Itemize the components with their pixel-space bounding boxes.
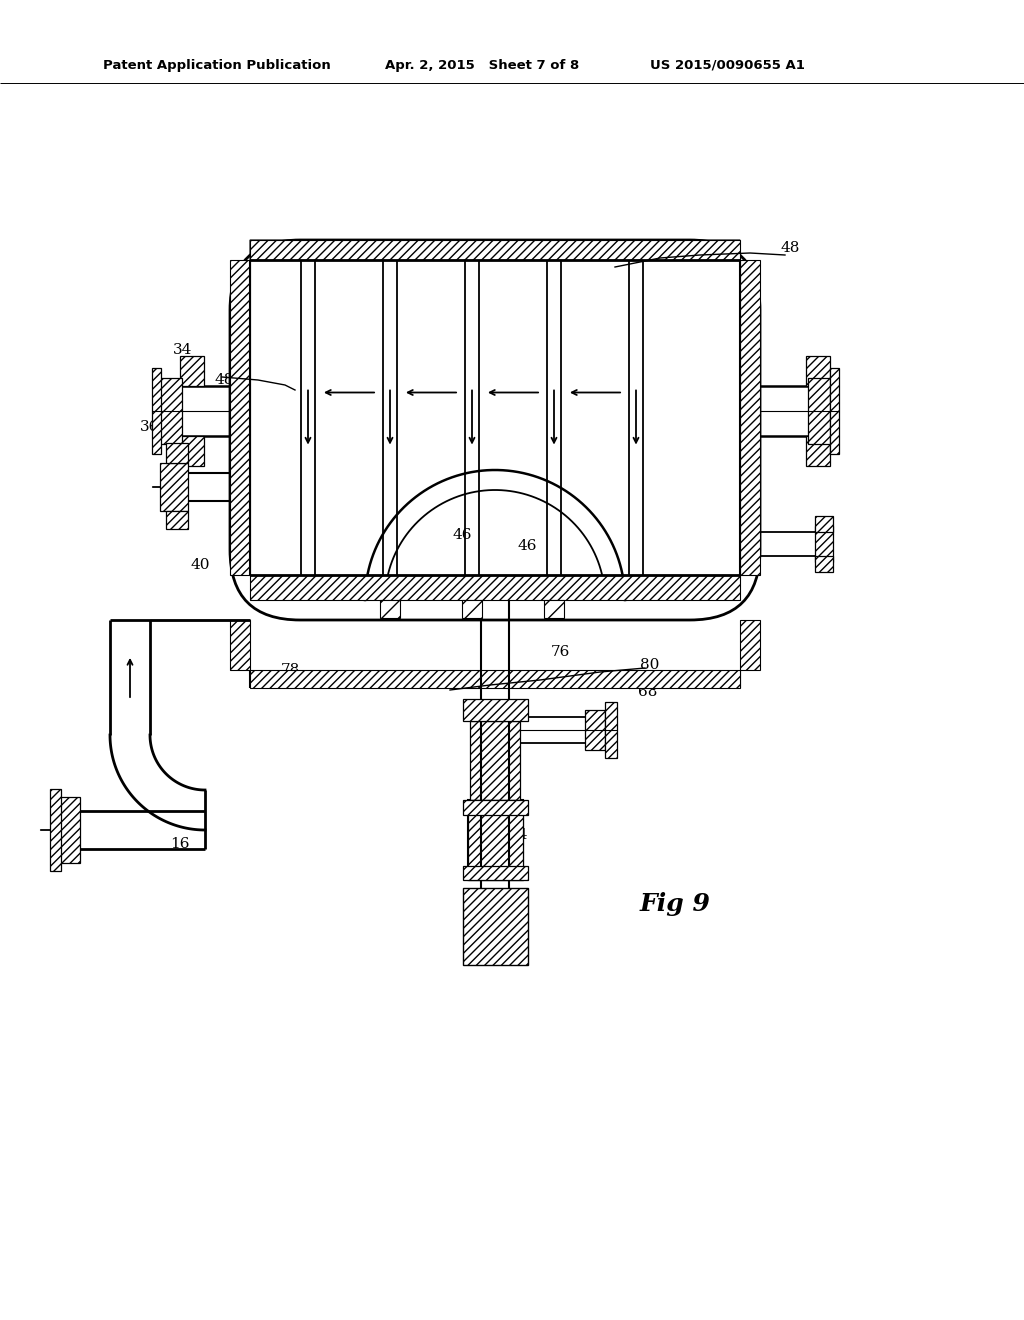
Bar <box>808 378 830 444</box>
Bar <box>463 866 527 880</box>
Bar <box>60 797 80 863</box>
Bar <box>815 556 833 572</box>
Text: 36: 36 <box>140 420 160 434</box>
Bar <box>806 356 830 385</box>
Bar <box>544 601 564 618</box>
Bar <box>180 356 204 385</box>
Text: 18: 18 <box>62 813 82 828</box>
Text: US 2015/0090655 A1: US 2015/0090655 A1 <box>650 58 805 71</box>
Text: 96: 96 <box>497 915 516 929</box>
Bar <box>740 620 760 671</box>
Bar <box>462 601 482 618</box>
Text: 34: 34 <box>173 343 193 356</box>
Bar <box>50 789 61 871</box>
Bar <box>815 525 833 562</box>
Text: Fig 9: Fig 9 <box>640 892 711 916</box>
Bar <box>250 576 740 601</box>
Bar <box>830 368 839 454</box>
Bar <box>250 671 740 688</box>
Bar <box>740 260 760 576</box>
Bar <box>152 368 161 454</box>
Text: 80: 80 <box>640 657 659 672</box>
Text: 16: 16 <box>170 837 189 851</box>
Bar <box>585 710 605 750</box>
Bar <box>250 240 740 260</box>
Bar <box>815 516 833 532</box>
Bar <box>166 444 188 463</box>
Bar <box>160 463 188 511</box>
FancyBboxPatch shape <box>250 240 740 260</box>
Bar <box>470 721 520 800</box>
Text: 40: 40 <box>190 558 210 572</box>
Bar <box>380 601 400 618</box>
Bar <box>806 436 830 466</box>
Text: Patent Application Publication: Patent Application Publication <box>103 58 331 71</box>
Bar <box>463 888 527 965</box>
Text: 68: 68 <box>638 685 657 700</box>
Text: 48: 48 <box>780 242 800 255</box>
Bar <box>180 436 204 466</box>
Text: 48: 48 <box>214 374 233 387</box>
Bar <box>160 378 182 444</box>
Bar <box>468 800 522 880</box>
Bar <box>230 260 250 576</box>
Bar <box>463 800 527 814</box>
Bar <box>166 511 188 529</box>
Text: 78: 78 <box>281 663 300 677</box>
Bar <box>605 702 617 758</box>
Bar <box>463 700 527 721</box>
Bar <box>230 620 250 671</box>
Text: 46: 46 <box>517 539 537 553</box>
Bar <box>468 800 522 880</box>
Text: 94: 94 <box>508 828 527 842</box>
Text: 76: 76 <box>550 645 569 659</box>
Text: Apr. 2, 2015   Sheet 7 of 8: Apr. 2, 2015 Sheet 7 of 8 <box>385 58 580 71</box>
Text: 46: 46 <box>453 528 472 543</box>
FancyBboxPatch shape <box>230 240 760 620</box>
